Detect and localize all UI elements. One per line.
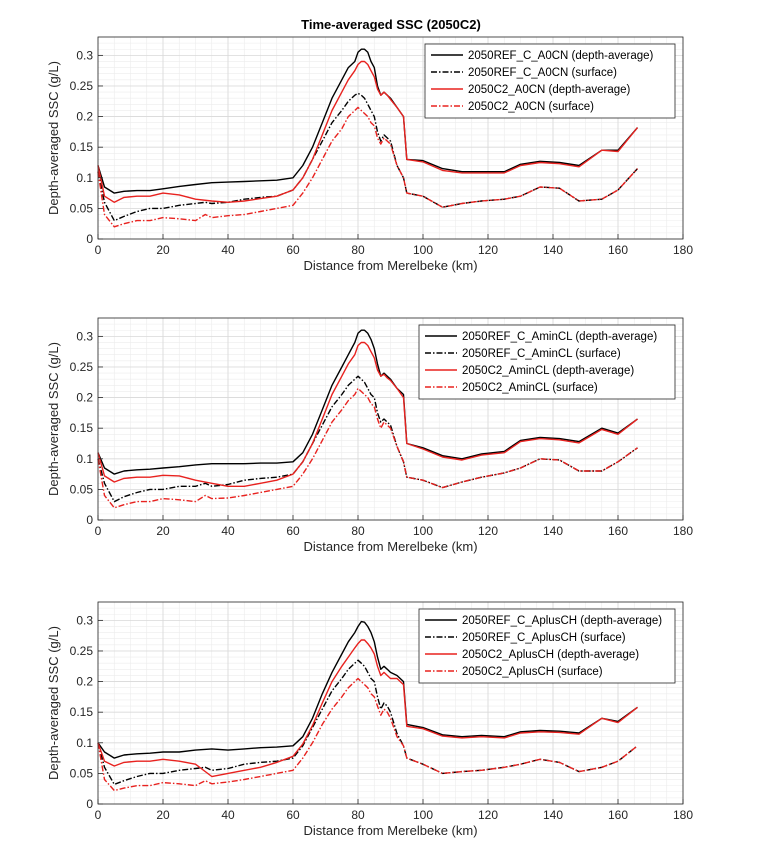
y-tick-label: 0 bbox=[86, 797, 93, 811]
x-tick-label: 100 bbox=[413, 808, 433, 822]
y-tick-label: 0.05 bbox=[70, 201, 94, 215]
x-tick-label: 20 bbox=[156, 808, 170, 822]
legend-entry-1: 2050REF_C_A0CN (depth-average) bbox=[468, 50, 654, 62]
subplot-amincl: 0 20 40 60 80 100 120 140 160 180 0 0.05 0.1 0.15 0.2 0… bbox=[46, 317, 693, 554]
series-line-3 bbox=[97, 639, 638, 778]
figure-title: Time-averaged SSC (2050C2) bbox=[301, 17, 481, 32]
y-tick-label: 0.3 bbox=[76, 613, 93, 627]
x-tick-label: 0 bbox=[95, 808, 102, 822]
y-tick-label: 0.3 bbox=[76, 48, 93, 62]
x-tick-label: 120 bbox=[478, 524, 498, 538]
x-tick-label: 100 bbox=[413, 243, 433, 257]
subplot-aplusch: 0 20 40 60 80 100 120 140 160 180 0 0.05 0.1 0.15 0.2 0… bbox=[46, 601, 693, 838]
legend-entry-1: 2050REF_C_AminCL (depth-average) bbox=[462, 331, 657, 343]
y-tick-label: 0.25 bbox=[70, 79, 94, 93]
x-tick-label: 60 bbox=[286, 524, 300, 538]
x-tick-label: 180 bbox=[673, 243, 693, 257]
axes-box bbox=[97, 317, 684, 521]
x-tick-label: 140 bbox=[543, 808, 563, 822]
x-tick-label: 20 bbox=[156, 524, 170, 538]
legend-entry-2: 2050REF_C_AminCL (surface) bbox=[462, 348, 621, 360]
legend-box bbox=[418, 608, 676, 684]
y-tick-label: 0.2 bbox=[76, 675, 93, 689]
legend-entry-3: 2050C2_A0CN (depth-average) bbox=[468, 84, 631, 96]
legend-entry-1: 2050REF_C_AplusCH (depth-average) bbox=[462, 615, 662, 627]
x-tick-label: 120 bbox=[478, 243, 498, 257]
x-axis-label: Distance from Merelbeke (km) bbox=[303, 823, 477, 838]
series-line-2 bbox=[97, 92, 639, 222]
x-tick-label: 40 bbox=[221, 524, 235, 538]
series-line-1 bbox=[97, 48, 639, 194]
y-tick-label: 0.05 bbox=[70, 482, 94, 496]
legend: 2050REF_C_AminCL (depth-average) 2050REF_… bbox=[418, 324, 676, 400]
series-line-4 bbox=[97, 106, 639, 228]
y-tick-label: 0.2 bbox=[76, 110, 93, 124]
x-tick-label: 180 bbox=[673, 524, 693, 538]
x-axis-label: Distance from Merelbeke (km) bbox=[303, 539, 477, 554]
y-axis-label: Depth-averaged SSC (g/L) bbox=[46, 342, 61, 496]
y-tick-label: 0.15 bbox=[70, 140, 94, 154]
x-tick-label: 40 bbox=[221, 243, 235, 257]
x-tick-label: 160 bbox=[608, 808, 628, 822]
legend-entry-3: 2050C2_AminCL (depth-average) bbox=[462, 365, 634, 377]
axes-box bbox=[97, 36, 684, 240]
series-line-2 bbox=[97, 659, 638, 786]
series-line-1 bbox=[97, 620, 638, 759]
x-tick-label: 160 bbox=[608, 524, 628, 538]
series-line-4 bbox=[97, 677, 638, 792]
legend-box bbox=[418, 324, 676, 400]
legend-box bbox=[424, 43, 676, 119]
legend: 2050REF_C_A0CN (depth-average) 2050REF_C_… bbox=[424, 43, 676, 119]
x-tick-label: 60 bbox=[286, 243, 300, 257]
x-tick-label: 180 bbox=[673, 808, 693, 822]
legend-entry-3: 2050C2_AplusCH (depth-average) bbox=[462, 649, 639, 661]
y-tick-label: 0 bbox=[86, 513, 93, 527]
y-tick-label: 0.1 bbox=[76, 736, 93, 750]
legend-entry-4: 2050C2_AplusCH (surface) bbox=[462, 666, 603, 678]
x-tick-label: 140 bbox=[543, 243, 563, 257]
x-tick-label: 0 bbox=[95, 243, 102, 257]
legend-entry-4: 2050C2_AminCL (surface) bbox=[462, 382, 598, 394]
x-tick-label: 40 bbox=[221, 808, 235, 822]
y-tick-label: 0 bbox=[86, 232, 93, 246]
y-tick-label: 0.1 bbox=[76, 452, 93, 466]
legend-entry-2: 2050REF_C_AplusCH (surface) bbox=[462, 632, 626, 644]
y-tick-label: 0.05 bbox=[70, 766, 94, 780]
y-tick-label: 0.15 bbox=[70, 705, 94, 719]
y-tick-label: 0.15 bbox=[70, 421, 94, 435]
series-line-1 bbox=[97, 329, 638, 475]
x-tick-label: 80 bbox=[351, 524, 365, 538]
x-tick-label: 100 bbox=[413, 524, 433, 538]
legend: 2050REF_C_AplusCH (depth-average) 2050REF… bbox=[418, 608, 676, 684]
y-tick-label: 0.25 bbox=[70, 360, 94, 374]
x-tick-label: 160 bbox=[608, 243, 628, 257]
x-tick-label: 20 bbox=[156, 243, 170, 257]
x-axis-label: Distance from Merelbeke (km) bbox=[303, 258, 477, 273]
series-line-4 bbox=[97, 387, 638, 509]
y-tick-label: 0.1 bbox=[76, 171, 93, 185]
series-line-3 bbox=[97, 341, 638, 487]
x-tick-label: 120 bbox=[478, 808, 498, 822]
series-line-2 bbox=[97, 375, 638, 503]
y-tick-label: 0.3 bbox=[76, 329, 93, 343]
x-tick-label: 80 bbox=[351, 243, 365, 257]
x-tick-label: 60 bbox=[286, 808, 300, 822]
y-axis-label: Depth-averaged SSC (g/L) bbox=[46, 61, 61, 215]
x-tick-label: 140 bbox=[543, 524, 563, 538]
y-tick-label: 0.2 bbox=[76, 391, 93, 405]
subplot-a0cn: 0 20 40 60 80 100 120 140 160 180 0 0.05 0.1 0.15 0.2 0… bbox=[46, 36, 693, 273]
x-tick-label: 80 bbox=[351, 808, 365, 822]
legend-entry-4: 2050C2_A0CN (surface) bbox=[468, 101, 594, 113]
y-axis-label: Depth-averaged SSC (g/L) bbox=[46, 626, 61, 780]
axes-box bbox=[97, 601, 684, 805]
y-tick-label: 0.25 bbox=[70, 644, 94, 658]
legend-entry-2: 2050REF_C_A0CN (surface) bbox=[468, 67, 617, 79]
series-line-3 bbox=[97, 60, 639, 204]
x-tick-label: 0 bbox=[95, 524, 102, 538]
